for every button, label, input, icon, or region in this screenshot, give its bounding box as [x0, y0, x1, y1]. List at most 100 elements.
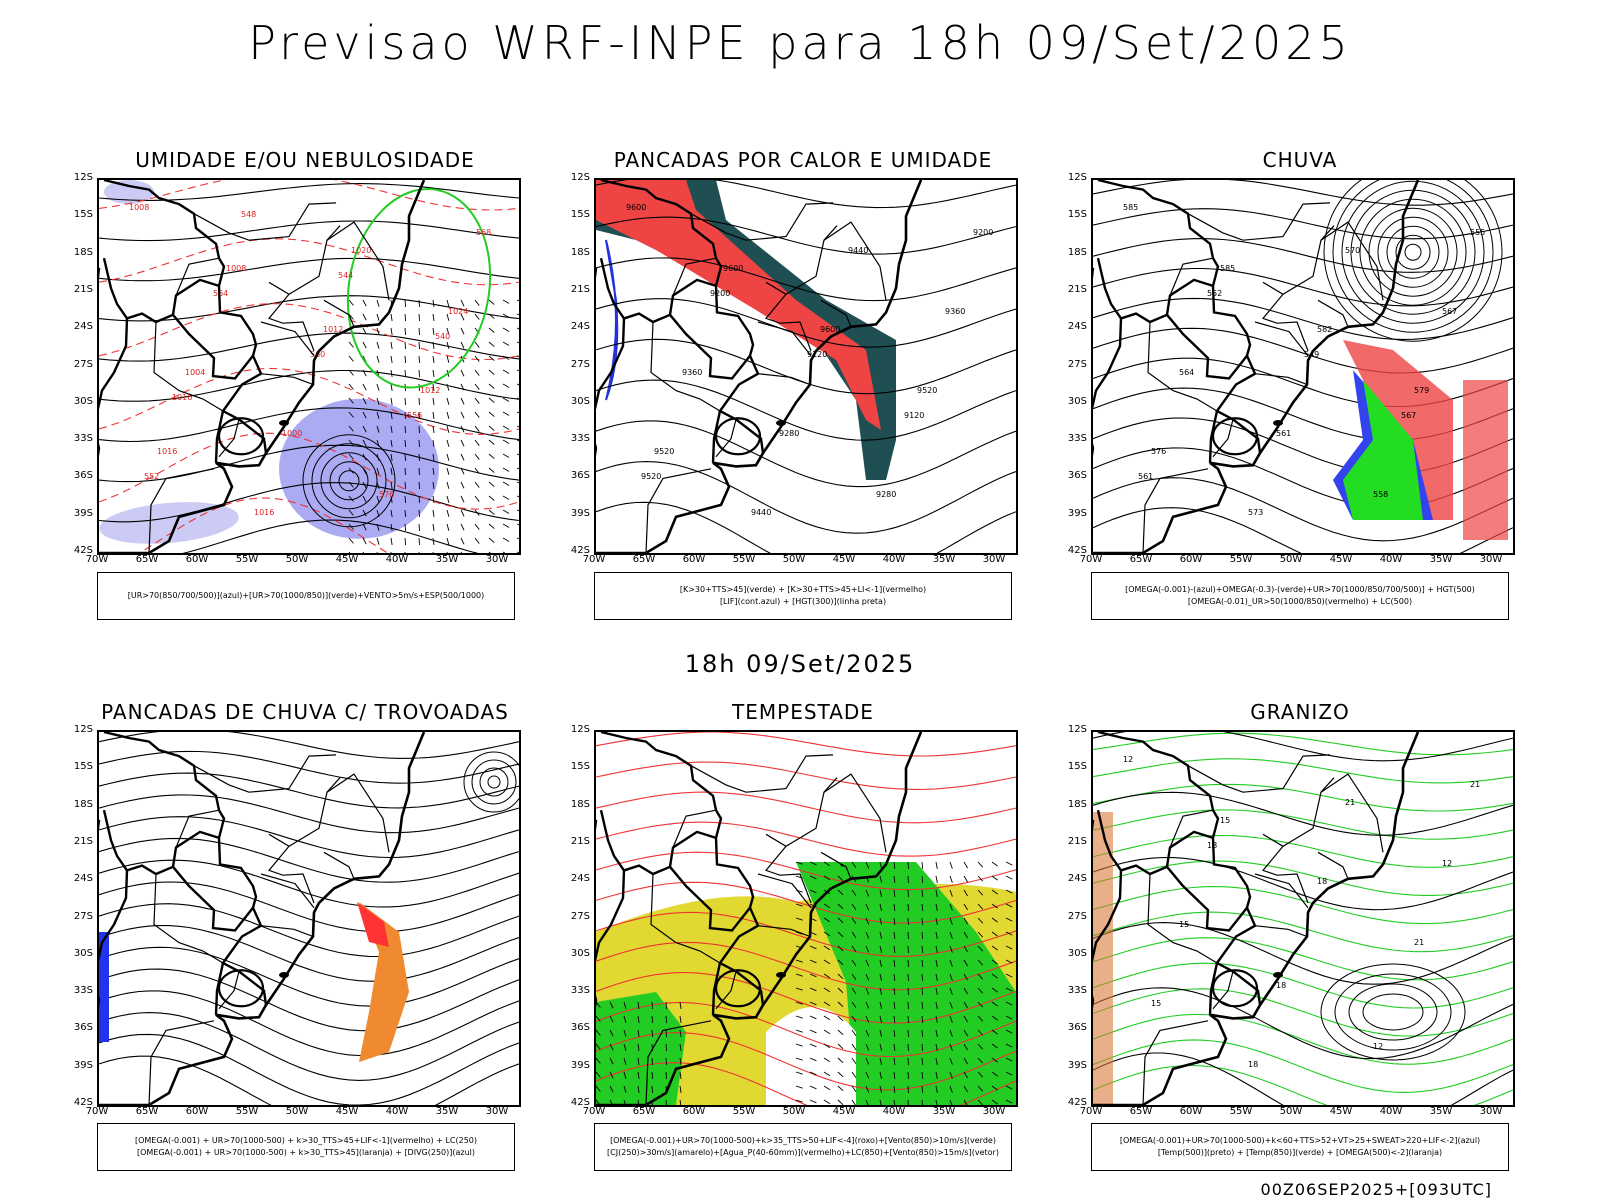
- latitude-label: 12S: [73, 724, 93, 735]
- wind-vector: [665, 1099, 667, 1105]
- wind-vector: [991, 903, 998, 909]
- wind-vector: [446, 313, 450, 321]
- wind-vector: [362, 397, 367, 405]
- contour-line: [596, 791, 1016, 824]
- wind-vector: [823, 1071, 831, 1077]
- contour-label: 12: [1123, 755, 1133, 764]
- state-border: [757, 373, 811, 386]
- wind-vector: [362, 523, 367, 531]
- panel-4-map: [97, 730, 521, 1107]
- geopotential-height-lines: [596, 180, 1016, 553]
- wind-vector: [404, 495, 407, 504]
- state-border: [193, 202, 337, 241]
- state-border: [326, 773, 390, 853]
- panel-3-map-canvas: 585 585 582 579 576 573 570 567 564 561 558 555 552 5…: [1093, 180, 1513, 553]
- low-pressure-ring: [329, 461, 369, 501]
- panel-4-legend: [OMEGA(-0.001) + UR>70(1000-500) + k>30_…: [97, 1123, 515, 1171]
- longitude-label: 40W: [1379, 1106, 1403, 1117]
- wind-vector: [679, 1015, 682, 1023]
- wind-vector: [963, 959, 968, 967]
- latitude-label: 30S: [570, 395, 590, 407]
- wind-vector: [935, 1071, 938, 1079]
- wind-vector: [446, 355, 450, 363]
- wind-vector: [362, 481, 367, 489]
- latitude-label: 36S: [73, 470, 93, 482]
- wind-vector: [418, 397, 420, 406]
- wind-vector: [516, 509, 519, 512]
- wind-vector: [893, 987, 896, 996]
- contour-label: 9120: [807, 350, 827, 359]
- wind-vector: [963, 875, 968, 883]
- wind-vector: [596, 1085, 601, 1092]
- wind-vector: [1005, 875, 1013, 880]
- wind-vector: [949, 1043, 953, 1051]
- wind-vector: [837, 987, 844, 994]
- wind-vector: [991, 1043, 998, 1049]
- wind-vector: [348, 313, 354, 320]
- wind-vector: [418, 355, 420, 364]
- wind-vector: [949, 931, 953, 939]
- wind-vector: [404, 467, 407, 476]
- longitude-label: 70W: [85, 554, 109, 565]
- country-border: [214, 410, 225, 463]
- contour-label: 21: [1414, 938, 1424, 947]
- latitude-label: 18S: [73, 246, 93, 258]
- latitude-label: 15S: [1067, 761, 1087, 773]
- wind-vectors: [348, 299, 519, 553]
- wind-vector: [1005, 1043, 1013, 1048]
- wind-vector: [488, 551, 491, 553]
- contour-line: [1093, 1039, 1513, 1093]
- wind-vector: [516, 453, 519, 456]
- longitude-label: 50W: [782, 1106, 806, 1117]
- wind-vector: [809, 987, 817, 992]
- wind-vector: [991, 959, 998, 965]
- wind-vector: [432, 425, 435, 433]
- wind-vector: [376, 313, 380, 321]
- wind-vector: [460, 369, 465, 377]
- wind-vector: [991, 1085, 998, 1091]
- orange-storm-area: [359, 902, 409, 1062]
- wind-vector: [963, 1057, 968, 1065]
- country-border: [172, 314, 254, 380]
- contour-label: 1012: [323, 325, 343, 334]
- wind-vector: [963, 861, 968, 869]
- wind-vector: [823, 959, 831, 965]
- contour-line: [1093, 783, 1513, 812]
- wind-vector: [404, 425, 407, 434]
- country-border: [1208, 410, 1219, 463]
- country-border: [600, 732, 765, 1006]
- wind-vector: [516, 341, 519, 344]
- latitude-label: 30S: [73, 395, 93, 407]
- wind-vector: [921, 1085, 924, 1094]
- wind-vector: [596, 1043, 601, 1050]
- wind-vector: [390, 313, 393, 321]
- contour-line: [99, 881, 519, 933]
- wind-vector: [851, 917, 857, 925]
- contour-line: [596, 881, 1016, 924]
- wind-vector: [935, 1099, 938, 1105]
- wind-vector: [907, 1057, 909, 1066]
- state-border: [268, 777, 341, 847]
- wind-vector: [488, 537, 495, 543]
- longitude-label: 40W: [385, 1106, 409, 1117]
- lake: [1273, 972, 1283, 979]
- contour-label: 561: [1138, 472, 1153, 481]
- latitude-label: 33S: [570, 433, 590, 445]
- latitude-label: 12S: [1067, 724, 1087, 735]
- wind-vector: [865, 987, 870, 995]
- wind-vector: [991, 875, 998, 881]
- wind-vector: [949, 959, 953, 967]
- contour-label: 585: [1123, 203, 1138, 212]
- contour-label: 1004: [185, 368, 205, 377]
- wind-vector: [907, 889, 909, 898]
- longitude-label: 50W: [1279, 1106, 1303, 1117]
- wind-vector: [516, 383, 519, 386]
- contour-line: [596, 379, 1016, 441]
- wind-vector: [474, 355, 480, 362]
- panel-1-map-canvas: 1008 1008 1012 1012 1016 1016 1020 1024 1004 1000…: [99, 180, 519, 553]
- latitude-label: 42S: [570, 1097, 590, 1108]
- longitude-label: 55W: [1229, 554, 1253, 565]
- wind-vector: [977, 973, 984, 980]
- contour-label: 1008: [226, 264, 246, 273]
- wind-vector: [1005, 917, 1013, 922]
